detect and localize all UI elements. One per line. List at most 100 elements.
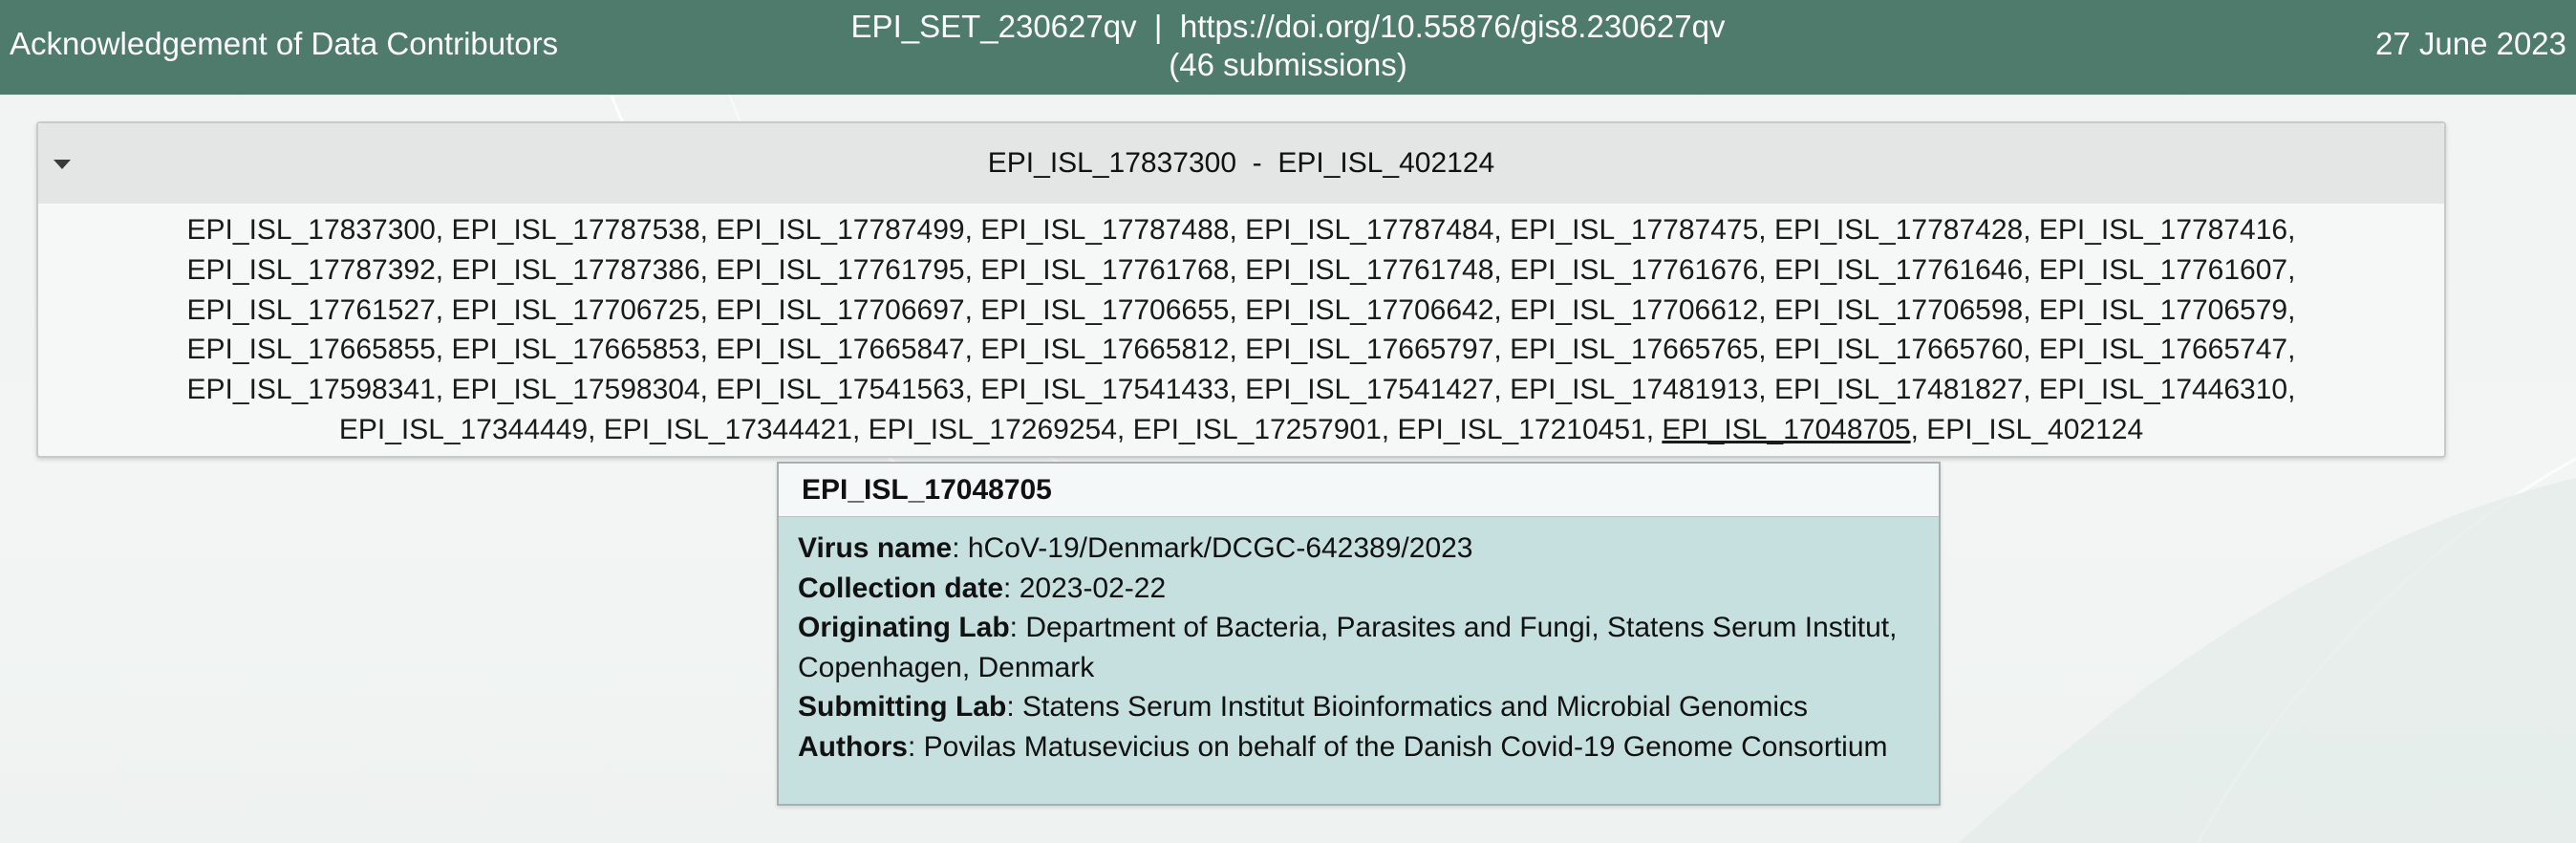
- tooltip-field-row: Collection date: 2023-02-22: [798, 569, 1925, 609]
- accession-id-link[interactable]: EPI_ISL_17787386: [451, 254, 699, 286]
- accession-id-link[interactable]: EPI_ISL_17481827: [1774, 374, 2023, 405]
- accession-id-link[interactable]: EPI_ISL_17761768: [980, 254, 1229, 286]
- set-doi-line: EPI_SET_230627qv | https://doi.org/10.55…: [0, 8, 2576, 46]
- submissions-count: (46 submissions): [0, 46, 2576, 84]
- tooltip-field-value: Statens Serum Institut Bioinformatics an…: [1022, 691, 1808, 723]
- id-separator: ,: [1493, 294, 1510, 326]
- id-separator: ,: [1229, 214, 1245, 246]
- id-separator: ,: [700, 294, 717, 326]
- id-separator: ,: [1646, 414, 1663, 445]
- id-separator: ,: [1758, 214, 1774, 246]
- id-separator: ,: [2023, 334, 2039, 365]
- id-separator: ,: [2287, 214, 2295, 246]
- tooltip-field-colon: :: [1006, 691, 1022, 723]
- id-separator: ,: [1493, 214, 1510, 246]
- accession-id-link[interactable]: EPI_ISL_17787428: [1774, 214, 2023, 246]
- id-separator: ,: [2287, 374, 2295, 405]
- accession-id-link[interactable]: EPI_ISL_402124: [1926, 414, 2143, 445]
- accession-id-link[interactable]: EPI_ISL_17787392: [187, 254, 436, 286]
- accession-id-link[interactable]: EPI_ISL_17269254: [869, 414, 1117, 445]
- accession-id-link[interactable]: EPI_ISL_17541433: [980, 374, 1229, 405]
- accession-id-link[interactable]: EPI_ISL_17344421: [604, 414, 852, 445]
- tooltip-field-value: Povilas Matusevicius on behalf of the Da…: [924, 731, 1888, 763]
- accession-id-link[interactable]: EPI_ISL_17761795: [716, 254, 964, 286]
- accession-id-link[interactable]: EPI_ISL_17706642: [1245, 294, 1493, 326]
- accession-id-link[interactable]: EPI_ISL_17598304: [451, 374, 699, 405]
- accession-id-link[interactable]: EPI_ISL_17665853: [451, 334, 699, 365]
- accession-id-link[interactable]: EPI_ISL_17665855: [187, 334, 436, 365]
- accordion-header[interactable]: EPI_ISL_17837300 - EPI_ISL_402124: [38, 123, 2444, 204]
- accession-id-link[interactable]: EPI_ISL_17481913: [1510, 374, 1758, 405]
- id-separator: ,: [1758, 294, 1774, 326]
- accession-id-link[interactable]: EPI_ISL_17706725: [451, 294, 699, 326]
- id-separator: ,: [965, 294, 981, 326]
- accession-id-link[interactable]: EPI_ISL_17665760: [1774, 334, 2023, 365]
- id-separator: ,: [700, 254, 717, 286]
- id-separator: ,: [2287, 294, 2295, 326]
- accession-id-link[interactable]: EPI_ISL_17787416: [2039, 214, 2287, 246]
- tooltip-field-row: Submitting Lab: Statens Serum Institut B…: [798, 687, 1925, 727]
- id-separator: ,: [436, 334, 452, 365]
- tooltip-field-label: Submitting Lab: [798, 691, 1006, 723]
- accession-id-line: EPI_ISL_17665855, EPI_ISL_17665853, EPI_…: [76, 330, 2406, 370]
- accession-id-link[interactable]: EPI_ISL_17837300: [187, 214, 436, 246]
- accession-id-link[interactable]: EPI_ISL_17598341: [187, 374, 436, 405]
- accession-id-link[interactable]: EPI_ISL_17541563: [716, 374, 964, 405]
- accession-id-link[interactable]: EPI_ISL_17761646: [1774, 254, 2023, 286]
- tooltip-header: EPI_ISL_17048705: [779, 464, 1939, 517]
- id-separator: ,: [852, 414, 869, 445]
- accession-id-link[interactable]: EPI_ISL_17706579: [2039, 294, 2287, 326]
- accession-id-link[interactable]: EPI_ISL_17706655: [980, 294, 1229, 326]
- accession-id-link[interactable]: EPI_ISL_17706612: [1510, 294, 1758, 326]
- tooltip-field-label: Authors: [798, 731, 908, 763]
- accession-id-link[interactable]: EPI_ISL_17210451: [1397, 414, 1645, 445]
- tooltip-field-colon: :: [1003, 573, 1020, 604]
- accession-id-link[interactable]: EPI_ISL_17048705: [1662, 414, 1910, 445]
- accession-id-link[interactable]: EPI_ISL_17541427: [1245, 374, 1493, 405]
- accordion-title: EPI_ISL_17837300 - EPI_ISL_402124: [38, 144, 2444, 183]
- accession-id-link[interactable]: EPI_ISL_17665797: [1245, 334, 1493, 365]
- id-separator: ,: [588, 414, 604, 445]
- accession-id-link[interactable]: EPI_ISL_17706697: [716, 294, 964, 326]
- tooltip-details: Virus name: hCoV-19/Denmark/DCGC-642389/…: [798, 529, 1925, 767]
- accession-id-link[interactable]: EPI_ISL_17257901: [1133, 414, 1382, 445]
- header-bar: Acknowledgement of Data Contributors EPI…: [0, 0, 2576, 95]
- id-separator: ,: [1229, 254, 1245, 286]
- id-separator: ,: [1758, 374, 1774, 405]
- tooltip-field-value: 2023-02-22: [1020, 573, 1166, 604]
- accession-id-link[interactable]: EPI_ISL_17761527: [187, 294, 436, 326]
- id-separator: ,: [1382, 414, 1398, 445]
- accession-id-link[interactable]: EPI_ISL_17787484: [1245, 214, 1493, 246]
- id-separator: ,: [965, 214, 981, 246]
- accession-id-link[interactable]: EPI_ISL_17706598: [1774, 294, 2023, 326]
- tooltip-field-colon: :: [908, 731, 924, 763]
- id-separator: ,: [1493, 334, 1510, 365]
- tooltip-field-row: Authors: Povilas Matusevicius on behalf …: [798, 727, 1925, 767]
- id-separator: ,: [2023, 214, 2039, 246]
- accession-id-list: EPI_ISL_17837300, EPI_ISL_17787538, EPI_…: [76, 210, 2406, 450]
- id-separator: ,: [700, 214, 717, 246]
- accession-id-link[interactable]: EPI_ISL_17665747: [2039, 334, 2287, 365]
- id-separator: ,: [700, 334, 717, 365]
- id-separator: ,: [1493, 374, 1510, 405]
- accession-id-link[interactable]: EPI_ISL_17761607: [2039, 254, 2287, 286]
- accession-id-link[interactable]: EPI_ISL_17787488: [980, 214, 1229, 246]
- tooltip-field-label: Virus name: [798, 532, 952, 564]
- id-separator: ,: [1758, 334, 1774, 365]
- accession-id-link[interactable]: EPI_ISL_17344449: [339, 414, 588, 445]
- id-separator: ,: [1229, 334, 1245, 365]
- id-separator: ,: [1229, 374, 1245, 405]
- accession-id-link[interactable]: EPI_ISL_17665812: [980, 334, 1229, 365]
- accession-id-link[interactable]: EPI_ISL_17665765: [1510, 334, 1758, 365]
- id-separator: ,: [436, 254, 452, 286]
- accession-id-link[interactable]: EPI_ISL_17761748: [1245, 254, 1493, 286]
- accession-id-link[interactable]: EPI_ISL_17446310: [2039, 374, 2287, 405]
- id-separator: ,: [436, 374, 452, 405]
- accession-id-link[interactable]: EPI_ISL_17787499: [716, 214, 964, 246]
- accession-id-line: EPI_ISL_17344449, EPI_ISL_17344421, EPI_…: [76, 410, 2406, 450]
- accession-id-link[interactable]: EPI_ISL_17665847: [716, 334, 964, 365]
- id-separator: ,: [436, 294, 452, 326]
- accession-id-link[interactable]: EPI_ISL_17787538: [451, 214, 699, 246]
- accession-id-link[interactable]: EPI_ISL_17761676: [1510, 254, 1758, 286]
- accession-id-link[interactable]: EPI_ISL_17787475: [1510, 214, 1758, 246]
